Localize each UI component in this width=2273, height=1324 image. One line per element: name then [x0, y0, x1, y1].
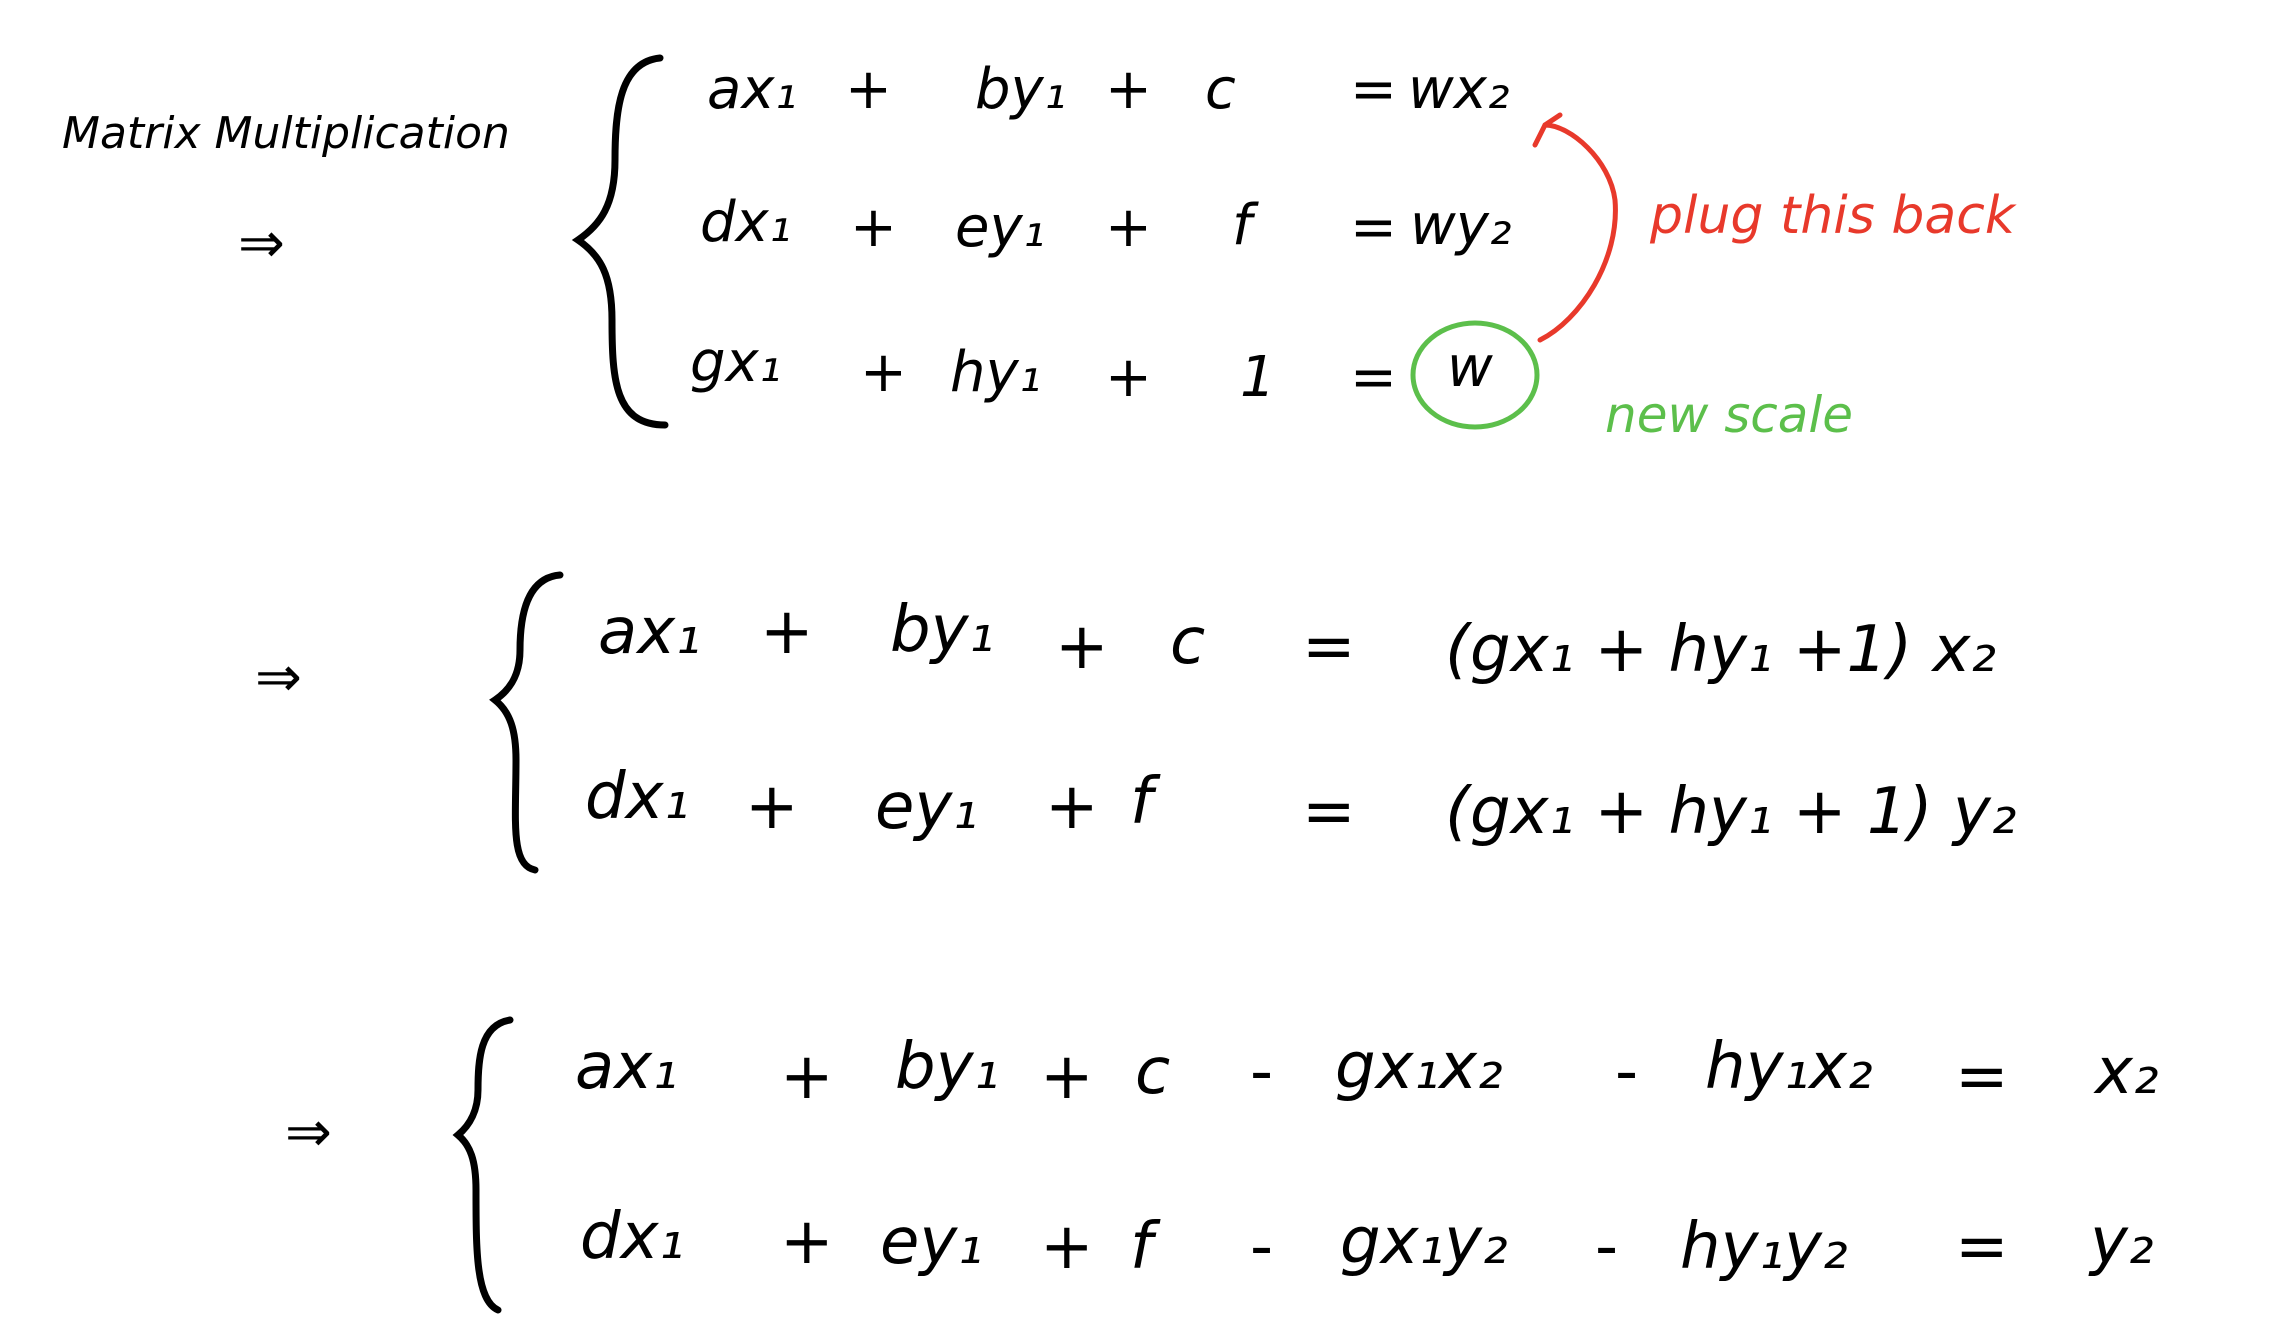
b3-r2-op2: +: [1040, 1210, 1094, 1284]
b1-r1-op1: +: [845, 57, 892, 122]
b3-r1-term2: by₁: [895, 1030, 1000, 1104]
b2-r2-eq: =: [1302, 775, 1356, 849]
brace-1: [571, 54, 669, 429]
b1-r3-term3: 1: [1240, 345, 1276, 410]
brace-3: [452, 1016, 514, 1314]
b1-r1-term1: ax₁: [707, 57, 797, 122]
b2-r1-op2: +: [1055, 610, 1109, 684]
b1-r3-term2: hy₁: [950, 340, 1042, 405]
b2-r2-term3: f: [1130, 765, 1153, 839]
b1-r3-op2: +: [1105, 345, 1152, 410]
b1-r2-term1: dx₁: [700, 190, 792, 255]
b2-r1-op1: +: [760, 595, 814, 669]
b2-r2-rhs: (gx₁ + hy₁ + 1) y₂: [1445, 775, 2017, 849]
b3-r1-term5: hy₁x₂: [1705, 1030, 1873, 1104]
brace-2: [489, 571, 564, 874]
b1-r1-eq: =: [1350, 57, 1397, 122]
b1-r2-rhs: wy₂: [1410, 193, 1512, 258]
b1-r2-eq: =: [1350, 195, 1397, 260]
b3-r2-eq: =: [1955, 1210, 2009, 1284]
implies-arrow-2: ⇒: [255, 645, 302, 710]
b2-r1-eq: =: [1302, 610, 1356, 684]
b1-r3-eq: =: [1350, 345, 1397, 410]
b3-r2-rhs: y₂: [2090, 1205, 2154, 1279]
red-arrow: [1537, 122, 1618, 343]
b2-r1-rhs: (gx₁ + hy₁ +1) x₂: [1445, 613, 1997, 687]
red-arrowhead: [1532, 112, 1563, 148]
b2-r2-op1: +: [745, 770, 799, 844]
b2-r1-term2: by₁: [890, 593, 995, 667]
b3-r1-op1: +: [780, 1040, 834, 1114]
b1-r1-rhs: wx₂: [1408, 57, 1510, 122]
b2-r2-term1: dx₁: [585, 760, 690, 834]
annotation-new-scale: new scale: [1605, 386, 1854, 444]
b1-r1-op2: +: [1105, 57, 1152, 122]
implies-arrow-3: ⇒: [285, 1100, 332, 1165]
b3-r1-term1: ax₁: [575, 1030, 678, 1104]
b3-r2-op4: -: [1595, 1210, 1619, 1284]
page-title: Matrix Multiplication: [62, 108, 510, 159]
b3-r2-op1: +: [780, 1205, 834, 1279]
b1-r1-term2: by₁: [975, 57, 1067, 122]
b3-r2-op3: -: [1250, 1210, 1274, 1284]
b1-r3-op1: +: [860, 340, 907, 405]
b1-r2-term2: ey₁: [955, 195, 1046, 260]
b1-r2-term3: f: [1232, 193, 1252, 258]
b3-r1-op3: -: [1250, 1035, 1274, 1109]
b3-r1-op2: +: [1040, 1040, 1094, 1114]
b1-r1-term3: c: [1205, 57, 1236, 122]
b3-r1-term3: c: [1135, 1035, 1171, 1109]
b3-r2-term2: ey₁: [880, 1205, 983, 1279]
b3-r2-term5: hy₁y₂: [1680, 1210, 1848, 1284]
green-circle: [1410, 320, 1540, 430]
b2-r2-term2: ey₁: [875, 770, 978, 844]
b1-r2-op1: +: [850, 195, 897, 260]
b2-r1-term1: ax₁: [598, 595, 701, 669]
b2-r1-term3: c: [1170, 605, 1206, 679]
b3-r1-term4: gx₁x₂: [1335, 1030, 1503, 1104]
b1-r3-term1: gx₁: [690, 330, 782, 395]
b3-r2-term3: f: [1130, 1210, 1153, 1284]
annotation-plug-this-back: plug this back: [1650, 186, 2015, 246]
b1-r3-rhs: w: [1447, 335, 1493, 400]
b2-r2-op2: +: [1045, 770, 1099, 844]
b3-r2-term4: gx₁y₂: [1340, 1205, 1508, 1279]
implies-arrow-1: ⇒: [238, 211, 285, 276]
b3-r2-term1: dx₁: [580, 1200, 685, 1274]
b3-r1-op4: -: [1615, 1035, 1639, 1109]
b1-r2-op2: +: [1105, 195, 1152, 260]
b3-r1-eq: =: [1955, 1040, 2009, 1114]
b3-r1-rhs: x₂: [2095, 1035, 2159, 1109]
